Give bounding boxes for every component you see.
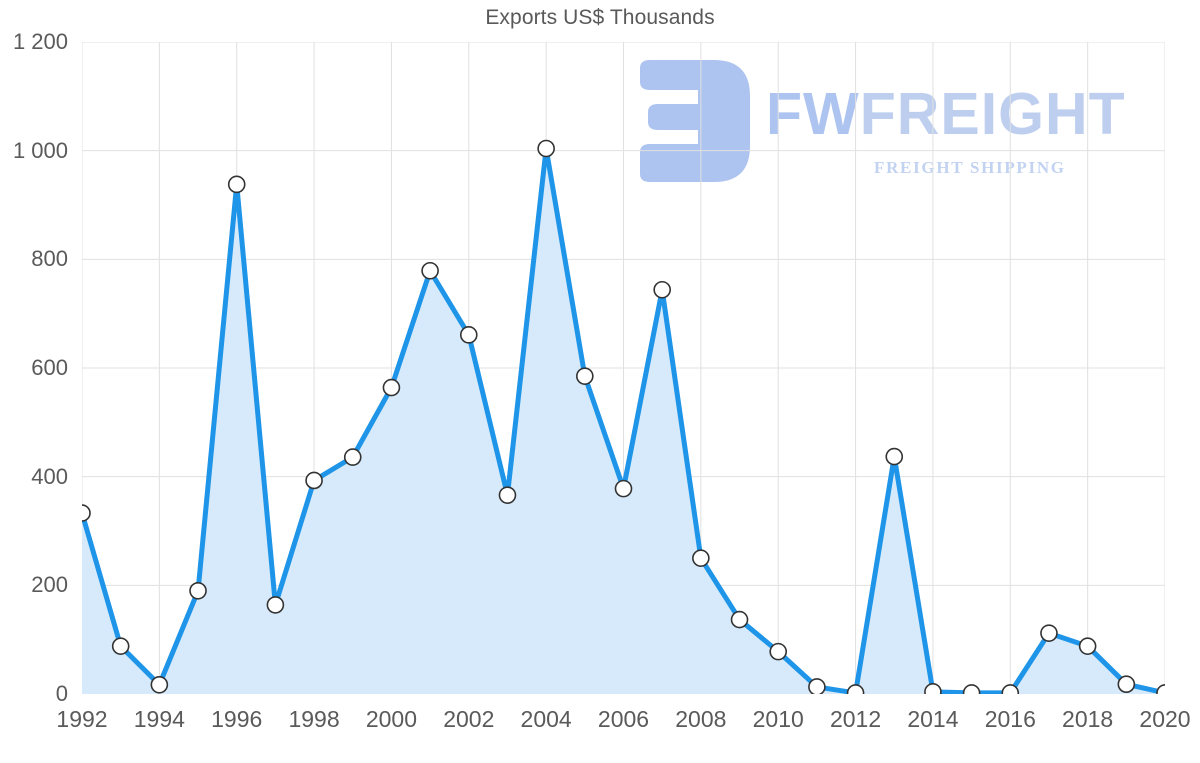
x-axis-tick-label: 2010: [752, 706, 804, 732]
data-point-marker[interactable]: [693, 550, 709, 566]
x-axis-tick-label: 2012: [829, 706, 882, 732]
x-axis-tick-label: 1996: [211, 706, 263, 732]
y-axis-tick-label: 1 200: [12, 29, 68, 54]
data-point-marker[interactable]: [1157, 685, 1165, 694]
y-axis-tick-label: 0: [55, 681, 68, 706]
data-point-marker[interactable]: [113, 638, 129, 654]
data-point-marker[interactable]: [306, 472, 322, 488]
x-axis-tick-label: 2020: [1139, 706, 1191, 732]
data-point-marker[interactable]: [848, 685, 864, 694]
data-point-marker[interactable]: [1118, 676, 1134, 692]
data-point-marker[interactable]: [151, 677, 167, 693]
data-point-marker[interactable]: [82, 505, 90, 521]
x-axis-tick-label: 1992: [56, 706, 108, 732]
y-axis-tick-label: 800: [31, 246, 68, 272]
data-point-marker[interactable]: [383, 380, 399, 396]
data-point-marker[interactable]: [616, 481, 632, 497]
data-point-marker[interactable]: [345, 449, 361, 465]
x-axis-tick-label: 2008: [675, 706, 727, 732]
data-point-marker[interactable]: [1041, 625, 1057, 641]
area-fill-path: [82, 148, 1165, 694]
x-axis-tick-label: 2018: [1062, 706, 1114, 732]
data-point-marker[interactable]: [1080, 638, 1096, 654]
series-area-fill: [82, 148, 1165, 694]
y-axis-tick-label: 200: [31, 572, 68, 598]
data-point-marker[interactable]: [809, 679, 825, 694]
y-axis-tick-label: 600: [31, 355, 68, 380]
y-axis-tick-label: 1 000: [12, 137, 68, 163]
data-point-marker[interactable]: [925, 684, 941, 694]
x-axis-tick-label: 2006: [597, 706, 650, 732]
series-markers: [82, 140, 1165, 694]
chart-title: Exports US$ Thousands: [485, 6, 715, 29]
data-point-marker[interactable]: [422, 263, 438, 279]
x-axis-tick-label: 2014: [907, 706, 959, 732]
data-point-marker[interactable]: [190, 583, 206, 599]
data-point-marker[interactable]: [538, 140, 554, 156]
data-point-marker[interactable]: [964, 685, 980, 694]
y-axis-tick-label: 400: [31, 463, 68, 489]
data-point-marker[interactable]: [886, 449, 902, 465]
data-point-marker[interactable]: [267, 597, 283, 613]
data-point-marker[interactable]: [770, 644, 786, 660]
x-axis-tick-label: 2004: [520, 706, 572, 732]
x-axis-tick-label: 2000: [365, 706, 418, 732]
data-point-marker[interactable]: [732, 612, 748, 628]
data-point-marker[interactable]: [229, 176, 245, 192]
data-point-marker[interactable]: [461, 327, 477, 343]
data-point-marker[interactable]: [499, 487, 515, 503]
data-point-marker[interactable]: [577, 368, 593, 384]
x-axis-tick-label: 1998: [288, 706, 340, 732]
data-point-marker[interactable]: [1002, 685, 1018, 694]
x-axis-tick-label: 2002: [443, 706, 495, 732]
x-axis-tick-label: 2016: [984, 706, 1036, 732]
plot-area: [82, 42, 1165, 694]
data-point-marker[interactable]: [654, 282, 670, 298]
x-axis-tick-label: 1994: [133, 706, 185, 732]
